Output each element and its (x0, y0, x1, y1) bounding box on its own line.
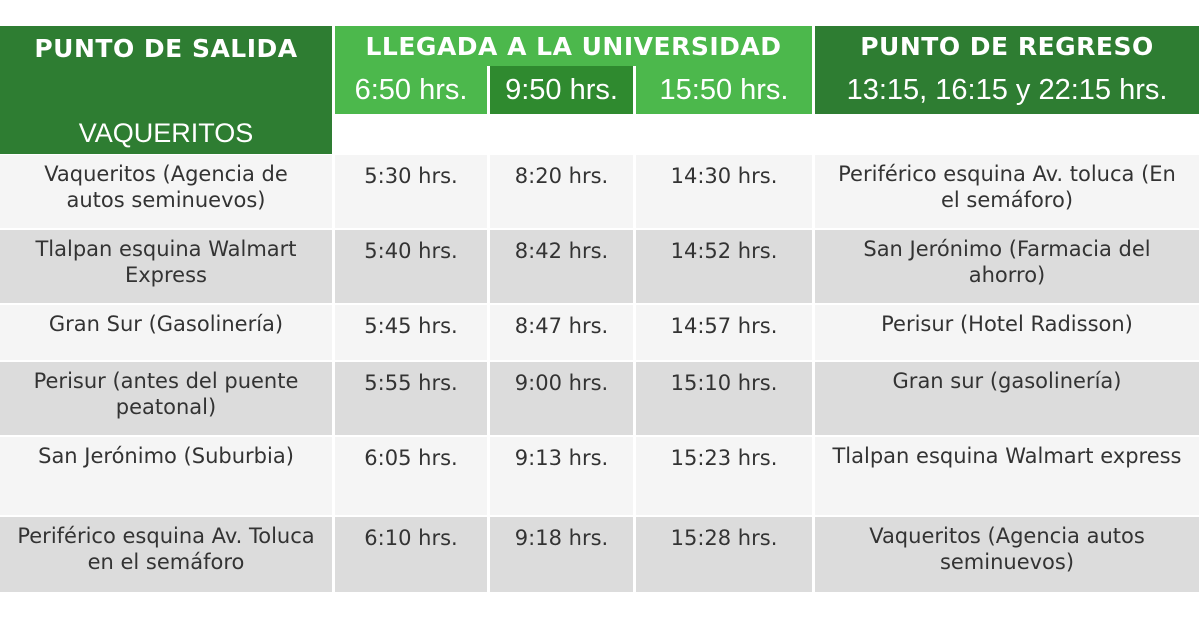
time-cell: 8:47 hrs. (490, 305, 633, 360)
return-header (815, 26, 1199, 114)
arrival-title: LLEGADA A LA UNIVERSIDAD (365, 31, 782, 61)
arrival-header (335, 26, 812, 66)
time-cell: 6:05 hrs. (335, 437, 487, 515)
stop-cell: Perisur (antes del puente peatonal) (0, 362, 332, 435)
stop-cell: Tlalpan esquina Walmart Express (0, 230, 332, 303)
return-stop-cell: San Jerónimo (Farmacia del ahorro) (815, 230, 1199, 303)
time-cell: 9:13 hrs. (490, 437, 633, 515)
time-cell: 6:10 hrs. (335, 517, 487, 592)
time-cell: 14:57 hrs. (636, 305, 812, 360)
time-cell: 5:40 hrs. (335, 230, 487, 303)
time-cell: 8:42 hrs. (490, 230, 633, 303)
return-stop-cell: Gran sur (gasolinería) (815, 362, 1199, 435)
arrival-time-2: 9:50 hrs. (505, 73, 618, 106)
time-cell: 9:00 hrs. (490, 362, 633, 435)
arrival-time-2-bg (490, 66, 633, 114)
time-cell: 15:23 hrs. (636, 437, 812, 515)
stop-cell: Vaqueritos (Agencia de autos seminuevos) (0, 155, 332, 228)
arrival-time-3: 15:50 hrs. (659, 73, 789, 106)
return-stop-cell: Perisur (Hotel Radisson) (815, 305, 1199, 360)
arrival-time-1-bg (335, 66, 487, 114)
time-cell: 5:55 hrs. (335, 362, 487, 435)
departure-title: PUNTO DE SALIDA (34, 33, 298, 63)
arrival-time-1: 6:50 hrs. (354, 73, 468, 106)
time-cell: 15:28 hrs. (636, 517, 812, 592)
return-times: 13:15, 16:15 y 22:15 hrs. (846, 73, 1168, 106)
time-cell: 15:10 hrs. (636, 362, 812, 435)
stop-cell: Gran Sur (Gasolinería) (0, 305, 332, 360)
departure-header (0, 26, 332, 154)
time-cell: 5:30 hrs. (335, 155, 487, 228)
return-stop-cell: Vaqueritos (Agencia autos seminuevos) (815, 517, 1199, 592)
return-title: PUNTO DE REGRESO (860, 31, 1154, 61)
stop-cell: Periférico esquina Av. Toluca en el semá… (0, 517, 332, 592)
time-cell: 14:52 hrs. (636, 230, 812, 303)
arrival-time-3-bg (636, 66, 812, 114)
departure-subtitle: VAQUERITOS (78, 117, 254, 148)
time-cell: 5:45 hrs. (335, 305, 487, 360)
return-stop-cell: Tlalpan esquina Walmart express (815, 437, 1199, 515)
time-cell: 8:20 hrs. (490, 155, 633, 228)
stop-cell: San Jerónimo (Suburbia) (0, 437, 332, 515)
time-cell: 14:30 hrs. (636, 155, 812, 228)
time-cell: 9:18 hrs. (490, 517, 633, 592)
return-stop-cell: Periférico esquina Av. toluca (En el sem… (815, 155, 1199, 228)
